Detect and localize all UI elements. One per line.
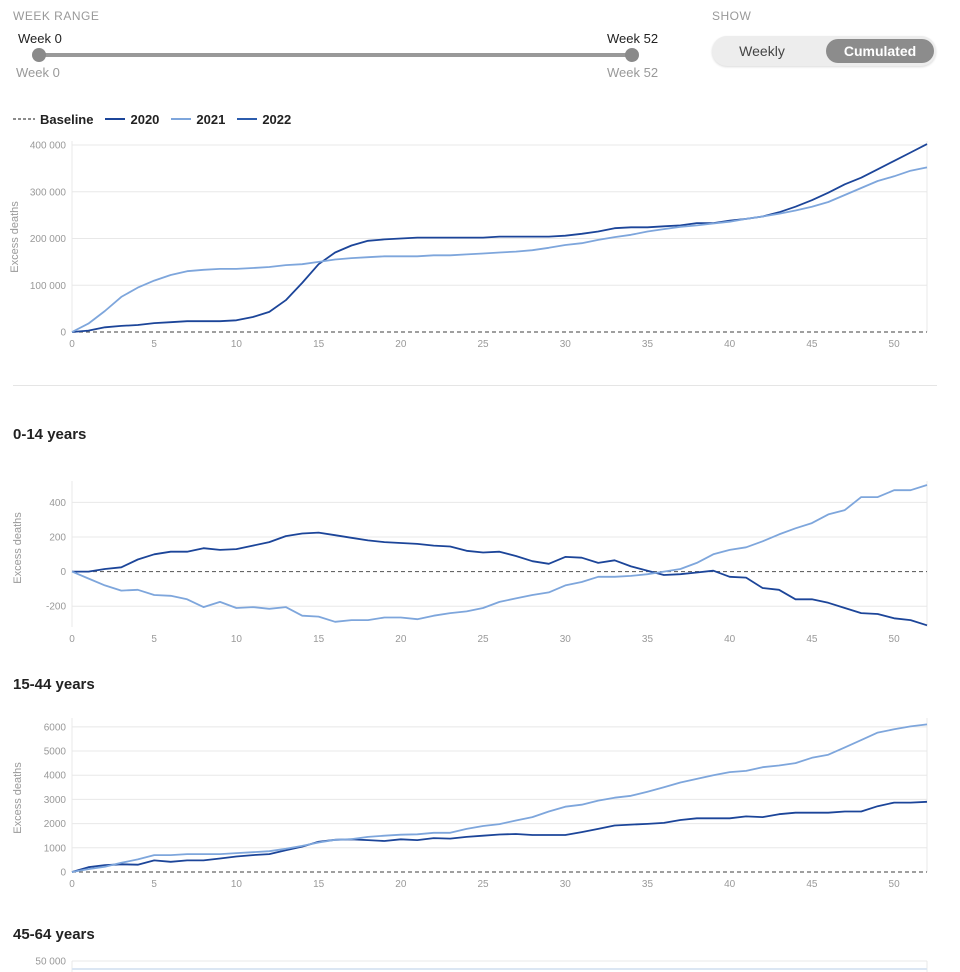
x-tick-label: 25 (477, 634, 489, 645)
x-tick-label: 45 (806, 879, 818, 890)
week-range-slider-track[interactable] (38, 53, 634, 57)
y-tick-label: 3000 (44, 795, 67, 806)
x-tick-label: 50 (889, 339, 901, 350)
x-tick-label: 10 (231, 339, 243, 350)
total-excess-deaths-chart: 0 100 000 200 000 300 000 400 000 0 5 10 15 20 25 3… (9, 141, 928, 350)
y-tick-label: 200 000 (30, 234, 67, 245)
x-tick-label: 10 (231, 634, 243, 645)
x-tick-label: 25 (477, 339, 489, 350)
x-tick-label: 0 (69, 339, 75, 350)
section-divider (13, 385, 937, 386)
x-tick-label: 10 (231, 879, 243, 890)
y-tick-label: 400 000 (30, 141, 67, 152)
slider-min-label: Week 0 (16, 65, 60, 80)
series-2021-swatch (171, 118, 192, 120)
y-tick-label: 50 000 (35, 957, 66, 968)
x-tick-label: 35 (642, 879, 654, 890)
x-tick-label: 5 (151, 339, 157, 350)
series-2022-swatch (237, 118, 258, 120)
legend-label-2021: 2021 (196, 111, 226, 127)
y-axis-label: Excess deaths (12, 512, 24, 584)
week-range-end-handle[interactable] (625, 48, 639, 62)
x-tick-label: 45 (806, 634, 818, 645)
x-tick-label: 20 (395, 634, 407, 645)
week-range-label: WEEK RANGE (13, 9, 100, 23)
series-2020-line[interactable] (71, 800, 928, 873)
weekly-option[interactable]: Weekly (739, 43, 785, 59)
legend-item-2021[interactable]: 2021 (171, 112, 225, 127)
legend-label-2020: 2020 (130, 111, 160, 127)
legend-item-2022[interactable]: 2022 (237, 112, 291, 127)
y-tick-label: 300 000 (30, 187, 67, 198)
y-tick-label: 100 000 (30, 281, 67, 292)
age-15-44-chart: 0 1000 2000 3000 4000 5000 6000 0 5 10 15 20 25 30 35 4… (12, 718, 928, 890)
x-tick-label: 50 (889, 879, 901, 890)
series-2021-line[interactable] (71, 723, 928, 873)
y-tick-label: 0 (60, 328, 66, 339)
x-tick-label: 5 (151, 634, 157, 645)
x-tick-label: 30 (560, 339, 572, 350)
slider-end-value: Week 52 (607, 31, 659, 46)
y-axis-label: Excess deaths (9, 201, 21, 273)
series-2021-line[interactable] (71, 484, 928, 623)
x-tick-label: 50 (889, 634, 901, 645)
baseline-swatch (13, 118, 35, 120)
series-2020-line[interactable] (71, 143, 928, 333)
x-tick-label: 40 (724, 879, 736, 890)
age-45-64-chart: 50 000 (35, 957, 928, 972)
x-tick-label: 20 (395, 339, 407, 350)
x-tick-label: 15 (313, 879, 325, 890)
section-title-0-14: 0-14 years (13, 426, 87, 443)
section-title-45-64: 45-64 years (13, 926, 95, 943)
y-tick-label: -200 (46, 602, 66, 613)
y-tick-label: 200 (49, 532, 66, 543)
y-tick-label: 400 (49, 498, 66, 509)
x-tick-label: 0 (69, 634, 75, 645)
x-tick-label: 40 (724, 634, 736, 645)
x-tick-label: 15 (313, 634, 325, 645)
show-toggle: Weekly Cumulated (712, 36, 936, 66)
legend-label-baseline: Baseline (40, 111, 94, 127)
week-range-start-handle[interactable] (32, 48, 46, 62)
y-tick-label: 6000 (44, 722, 67, 733)
x-tick-label: 20 (395, 879, 407, 890)
legend-item-2020[interactable]: 2020 (105, 112, 159, 127)
y-tick-label: 2000 (44, 819, 67, 830)
age-0-14-chart: -200 0 200 400 0 5 10 15 20 25 30 35 40 45 50 Excess de… (12, 481, 928, 645)
series-2021-line[interactable] (71, 166, 928, 333)
chart-legend: Baseline 2020 2021 2022 (13, 110, 303, 128)
x-tick-label: 35 (642, 634, 654, 645)
show-label: SHOW (712, 9, 752, 23)
x-tick-label: 5 (151, 879, 157, 890)
x-tick-label: 0 (69, 879, 75, 890)
y-axis-label: Excess deaths (12, 762, 24, 834)
x-tick-label: 25 (477, 879, 489, 890)
x-tick-label: 45 (806, 339, 818, 350)
x-tick-label: 30 (560, 879, 572, 890)
y-tick-label: 1000 (44, 843, 67, 854)
y-tick-label: 0 (60, 567, 66, 578)
section-title-15-44: 15-44 years (13, 676, 95, 693)
series-2020-line[interactable] (72, 531, 928, 627)
legend-item-baseline[interactable]: Baseline (13, 112, 93, 127)
cumulated-option[interactable]: Cumulated (826, 39, 934, 63)
y-tick-label: 4000 (44, 771, 67, 782)
y-tick-label: 5000 (44, 747, 67, 758)
x-tick-label: 35 (642, 339, 654, 350)
slider-start-value: Week 0 (18, 31, 62, 46)
series-2020-swatch (105, 118, 126, 120)
slider-max-label: Week 52 (607, 65, 659, 80)
x-tick-label: 15 (313, 339, 325, 350)
x-tick-label: 40 (724, 339, 736, 350)
y-tick-label: 0 (60, 868, 66, 879)
legend-label-2022: 2022 (262, 111, 292, 127)
x-tick-label: 30 (560, 634, 572, 645)
